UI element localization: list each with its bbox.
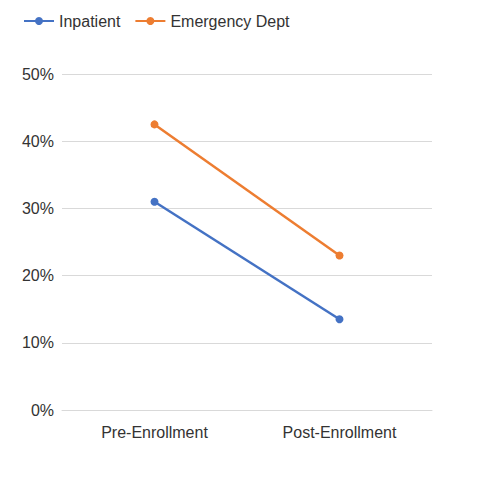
svg-text:30%: 30% <box>22 200 54 217</box>
svg-text:Pre-Enrollment: Pre-Enrollment <box>101 424 208 441</box>
svg-text:40%: 40% <box>22 133 54 150</box>
svg-text:20%: 20% <box>22 267 54 284</box>
svg-text:50%: 50% <box>22 66 54 83</box>
svg-text:Post-Enrollment: Post-Enrollment <box>283 424 397 441</box>
svg-text:10%: 10% <box>22 334 54 351</box>
svg-text:Inpatient: Inpatient <box>59 13 121 30</box>
svg-text:Emergency Dept: Emergency Dept <box>170 13 290 30</box>
svg-text:0%: 0% <box>31 402 54 419</box>
